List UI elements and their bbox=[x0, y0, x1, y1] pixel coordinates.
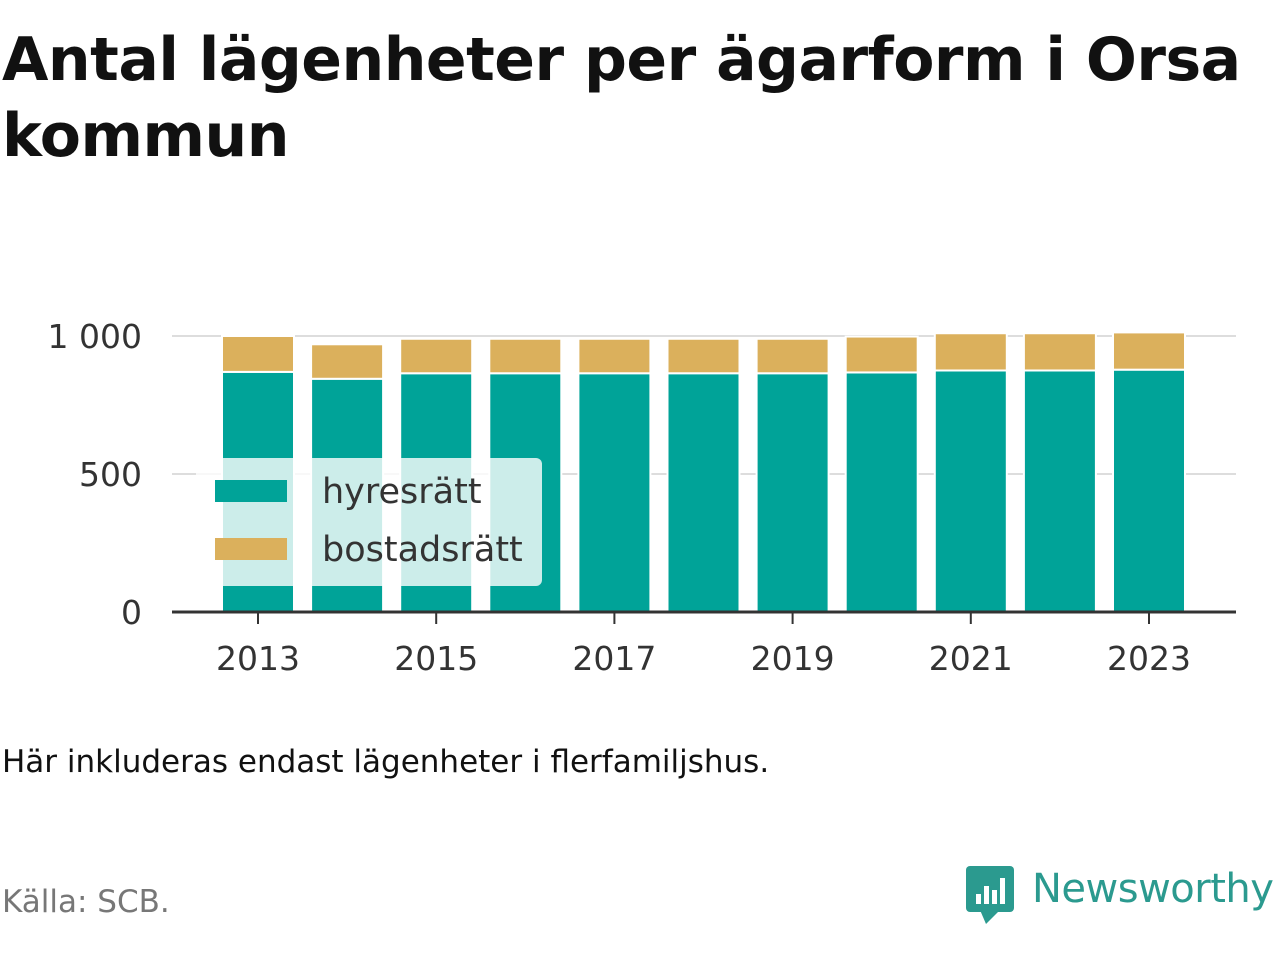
y-tick-label: 0 bbox=[121, 593, 142, 632]
legend-label: bostadsrätt bbox=[322, 530, 523, 570]
bar-bostadsratt-2017 bbox=[577, 337, 652, 375]
y-tick-label: 500 bbox=[79, 455, 142, 494]
bar-hyresratt-2022 bbox=[1022, 369, 1097, 613]
newsworthy-logo-icon bbox=[966, 866, 1014, 924]
chart-note: Här inkluderas endast lägenheter i flerf… bbox=[2, 744, 770, 780]
legend-label: hyresrätt bbox=[322, 472, 482, 512]
x-tick-label: 2015 bbox=[394, 639, 478, 678]
legend-swatch bbox=[215, 480, 287, 502]
bar-bostadsratt-2019 bbox=[755, 337, 830, 375]
y-axis-labels: 0 500 1 000 bbox=[48, 317, 142, 632]
bar-hyresratt-2023 bbox=[1112, 368, 1186, 613]
brand-name: Newsworthy bbox=[1032, 866, 1274, 912]
bar-bostadsratt-2014 bbox=[310, 343, 385, 380]
bar-bostadsratt-2022 bbox=[1022, 332, 1097, 372]
legend: hyresrätt bostadsrätt bbox=[196, 458, 542, 586]
bar-hyresratt-2019 bbox=[755, 372, 830, 614]
x-tick-label: 2023 bbox=[1107, 639, 1191, 678]
x-tick-label: 2021 bbox=[929, 639, 1013, 678]
legend-swatch bbox=[215, 538, 287, 560]
bar-bostadsratt-2021 bbox=[933, 332, 1008, 372]
bar-hyresratt-2017 bbox=[577, 372, 652, 614]
bar-bostadsratt-2016 bbox=[488, 337, 563, 375]
newsworthy-logo[interactable]: Newsworthy bbox=[964, 862, 1276, 928]
bar-bostadsratt-2020 bbox=[844, 335, 919, 374]
bar-hyresratt-2021 bbox=[933, 369, 1008, 613]
bar-bostadsratt-2013 bbox=[221, 335, 295, 373]
y-tick-label: 1 000 bbox=[48, 317, 142, 356]
x-tick-label: 2019 bbox=[751, 639, 835, 678]
chart-title: Antal lägenheter per ägarform i Orsa kom… bbox=[2, 25, 1241, 171]
bar-hyresratt-2018 bbox=[666, 372, 741, 614]
stacked-bar-chart: 0 500 1 000 2013 2015 2017 2019 2021 2023 hyres… bbox=[48, 317, 1236, 678]
x-tick-label: 2017 bbox=[572, 639, 656, 678]
bar-bostadsratt-2015 bbox=[399, 337, 474, 375]
bar-bostadsratt-2018 bbox=[666, 337, 741, 375]
source-text: Källa: SCB. bbox=[2, 884, 170, 920]
x-tick-label: 2013 bbox=[216, 639, 300, 678]
x-axis-ticks: 2013 2015 2017 2019 2021 2023 bbox=[216, 612, 1191, 678]
bar-bostadsratt-2023 bbox=[1112, 331, 1186, 371]
bar-hyresratt-2020 bbox=[844, 371, 919, 613]
